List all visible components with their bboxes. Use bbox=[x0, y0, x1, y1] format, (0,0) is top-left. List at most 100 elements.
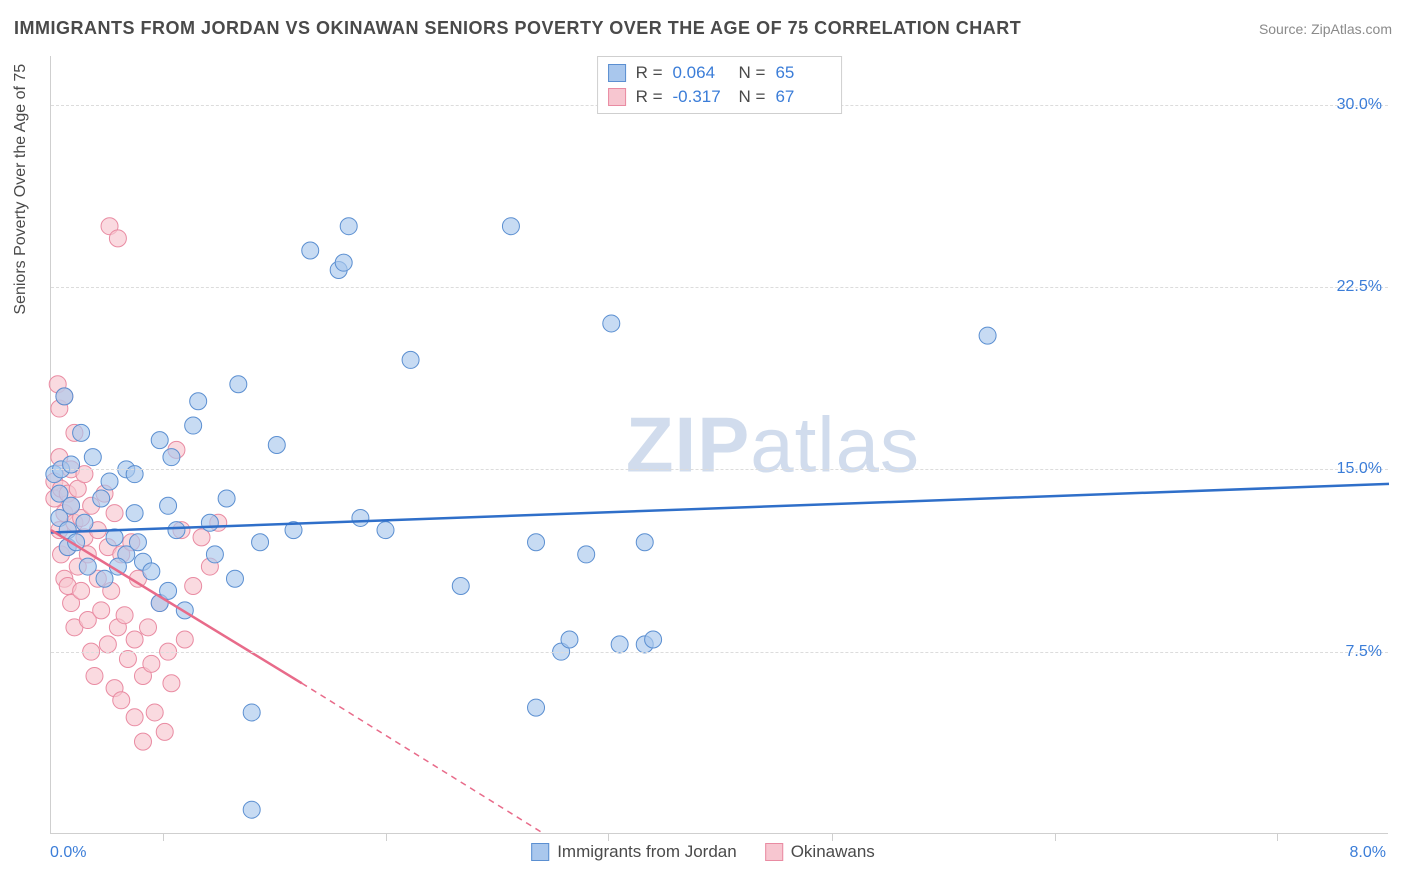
data-point bbox=[143, 655, 160, 672]
data-point bbox=[119, 650, 136, 667]
data-point bbox=[73, 582, 90, 599]
data-point bbox=[93, 490, 110, 507]
data-point bbox=[163, 675, 180, 692]
grid-line bbox=[51, 469, 1388, 470]
data-point bbox=[116, 607, 133, 624]
data-point bbox=[206, 546, 223, 563]
legend-label-pink: Okinawans bbox=[791, 842, 875, 862]
data-point bbox=[93, 602, 110, 619]
data-point bbox=[134, 733, 151, 750]
data-point bbox=[252, 534, 269, 551]
x-tick bbox=[608, 833, 609, 841]
x-tick bbox=[1055, 833, 1056, 841]
data-point bbox=[302, 242, 319, 259]
data-point bbox=[561, 631, 578, 648]
data-point bbox=[268, 437, 285, 454]
data-point bbox=[160, 497, 177, 514]
data-point bbox=[352, 509, 369, 526]
grid-line bbox=[51, 652, 1388, 653]
source-attribution: Source: ZipAtlas.com bbox=[1259, 21, 1392, 37]
legend-item-pink: Okinawans bbox=[765, 842, 875, 862]
swatch-pink bbox=[608, 88, 626, 106]
y-axis-title: Seniors Poverty Over the Age of 75 bbox=[12, 64, 30, 315]
y-tick-label: 7.5% bbox=[1346, 643, 1382, 661]
data-point bbox=[176, 631, 193, 648]
legend-swatch-blue bbox=[531, 843, 549, 861]
data-point bbox=[636, 534, 653, 551]
data-point bbox=[230, 376, 247, 393]
data-point bbox=[113, 692, 130, 709]
data-point bbox=[146, 704, 163, 721]
data-point bbox=[109, 230, 126, 247]
data-point bbox=[101, 473, 118, 490]
data-point bbox=[56, 388, 73, 405]
data-point bbox=[335, 254, 352, 271]
source-name: ZipAtlas.com bbox=[1311, 21, 1392, 37]
n-label-blue: N = bbox=[739, 63, 766, 83]
x-tick bbox=[163, 833, 164, 841]
stats-row-pink: R = -0.317 N = 67 bbox=[608, 85, 832, 109]
data-point bbox=[452, 578, 469, 595]
data-point bbox=[340, 218, 357, 235]
data-point bbox=[63, 456, 80, 473]
chart-svg bbox=[51, 56, 1388, 833]
data-point bbox=[168, 522, 185, 539]
legend-swatch-pink bbox=[765, 843, 783, 861]
data-point bbox=[76, 514, 93, 531]
data-point bbox=[96, 570, 113, 587]
stats-row-blue: R = 0.064 N = 65 bbox=[608, 61, 832, 85]
x-tick bbox=[386, 833, 387, 841]
data-point bbox=[377, 522, 394, 539]
x-axis-min-label: 0.0% bbox=[50, 844, 86, 862]
data-point bbox=[201, 514, 218, 531]
data-point bbox=[86, 667, 103, 684]
data-point bbox=[185, 578, 202, 595]
source-prefix: Source: bbox=[1259, 21, 1311, 37]
series-legend: Immigrants from Jordan Okinawans bbox=[523, 842, 883, 862]
legend-item-blue: Immigrants from Jordan bbox=[531, 842, 737, 862]
n-value-blue: 65 bbox=[775, 63, 831, 83]
y-tick-label: 30.0% bbox=[1337, 96, 1382, 114]
data-point bbox=[126, 466, 143, 483]
y-tick-label: 22.5% bbox=[1337, 278, 1382, 296]
r-label-pink: R = bbox=[636, 87, 663, 107]
data-point bbox=[402, 351, 419, 368]
data-point bbox=[226, 570, 243, 587]
r-label-blue: R = bbox=[636, 63, 663, 83]
trend-line-pink-extrapolated bbox=[302, 683, 545, 834]
data-point bbox=[126, 505, 143, 522]
data-point bbox=[979, 327, 996, 344]
data-point bbox=[163, 449, 180, 466]
r-value-pink: -0.317 bbox=[673, 87, 729, 107]
data-point bbox=[578, 546, 595, 563]
data-point bbox=[99, 636, 116, 653]
data-point bbox=[243, 801, 260, 818]
data-point bbox=[63, 497, 80, 514]
swatch-blue bbox=[608, 64, 626, 82]
n-value-pink: 67 bbox=[775, 87, 831, 107]
plot-area: R = 0.064 N = 65 R = -0.317 N = 67 ZIPat… bbox=[50, 56, 1388, 834]
n-label-pink: N = bbox=[739, 87, 766, 107]
data-point bbox=[151, 432, 168, 449]
legend-label-blue: Immigrants from Jordan bbox=[557, 842, 737, 862]
data-point bbox=[73, 424, 90, 441]
data-point bbox=[603, 315, 620, 332]
correlation-stats-box: R = 0.064 N = 65 R = -0.317 N = 67 bbox=[597, 56, 843, 114]
x-axis-max-label: 8.0% bbox=[1350, 844, 1386, 862]
trend-line-blue bbox=[51, 484, 1389, 533]
data-point bbox=[129, 534, 146, 551]
chart-title: IMMIGRANTS FROM JORDAN VS OKINAWAN SENIO… bbox=[14, 18, 1021, 39]
data-point bbox=[79, 558, 96, 575]
x-tick bbox=[832, 833, 833, 841]
data-point bbox=[528, 699, 545, 716]
data-point bbox=[140, 619, 157, 636]
data-point bbox=[528, 534, 545, 551]
r-value-blue: 0.064 bbox=[673, 63, 729, 83]
data-point bbox=[84, 449, 101, 466]
data-point bbox=[156, 723, 173, 740]
data-point bbox=[243, 704, 260, 721]
data-point bbox=[611, 636, 628, 653]
data-point bbox=[143, 563, 160, 580]
data-point bbox=[645, 631, 662, 648]
data-point bbox=[218, 490, 235, 507]
